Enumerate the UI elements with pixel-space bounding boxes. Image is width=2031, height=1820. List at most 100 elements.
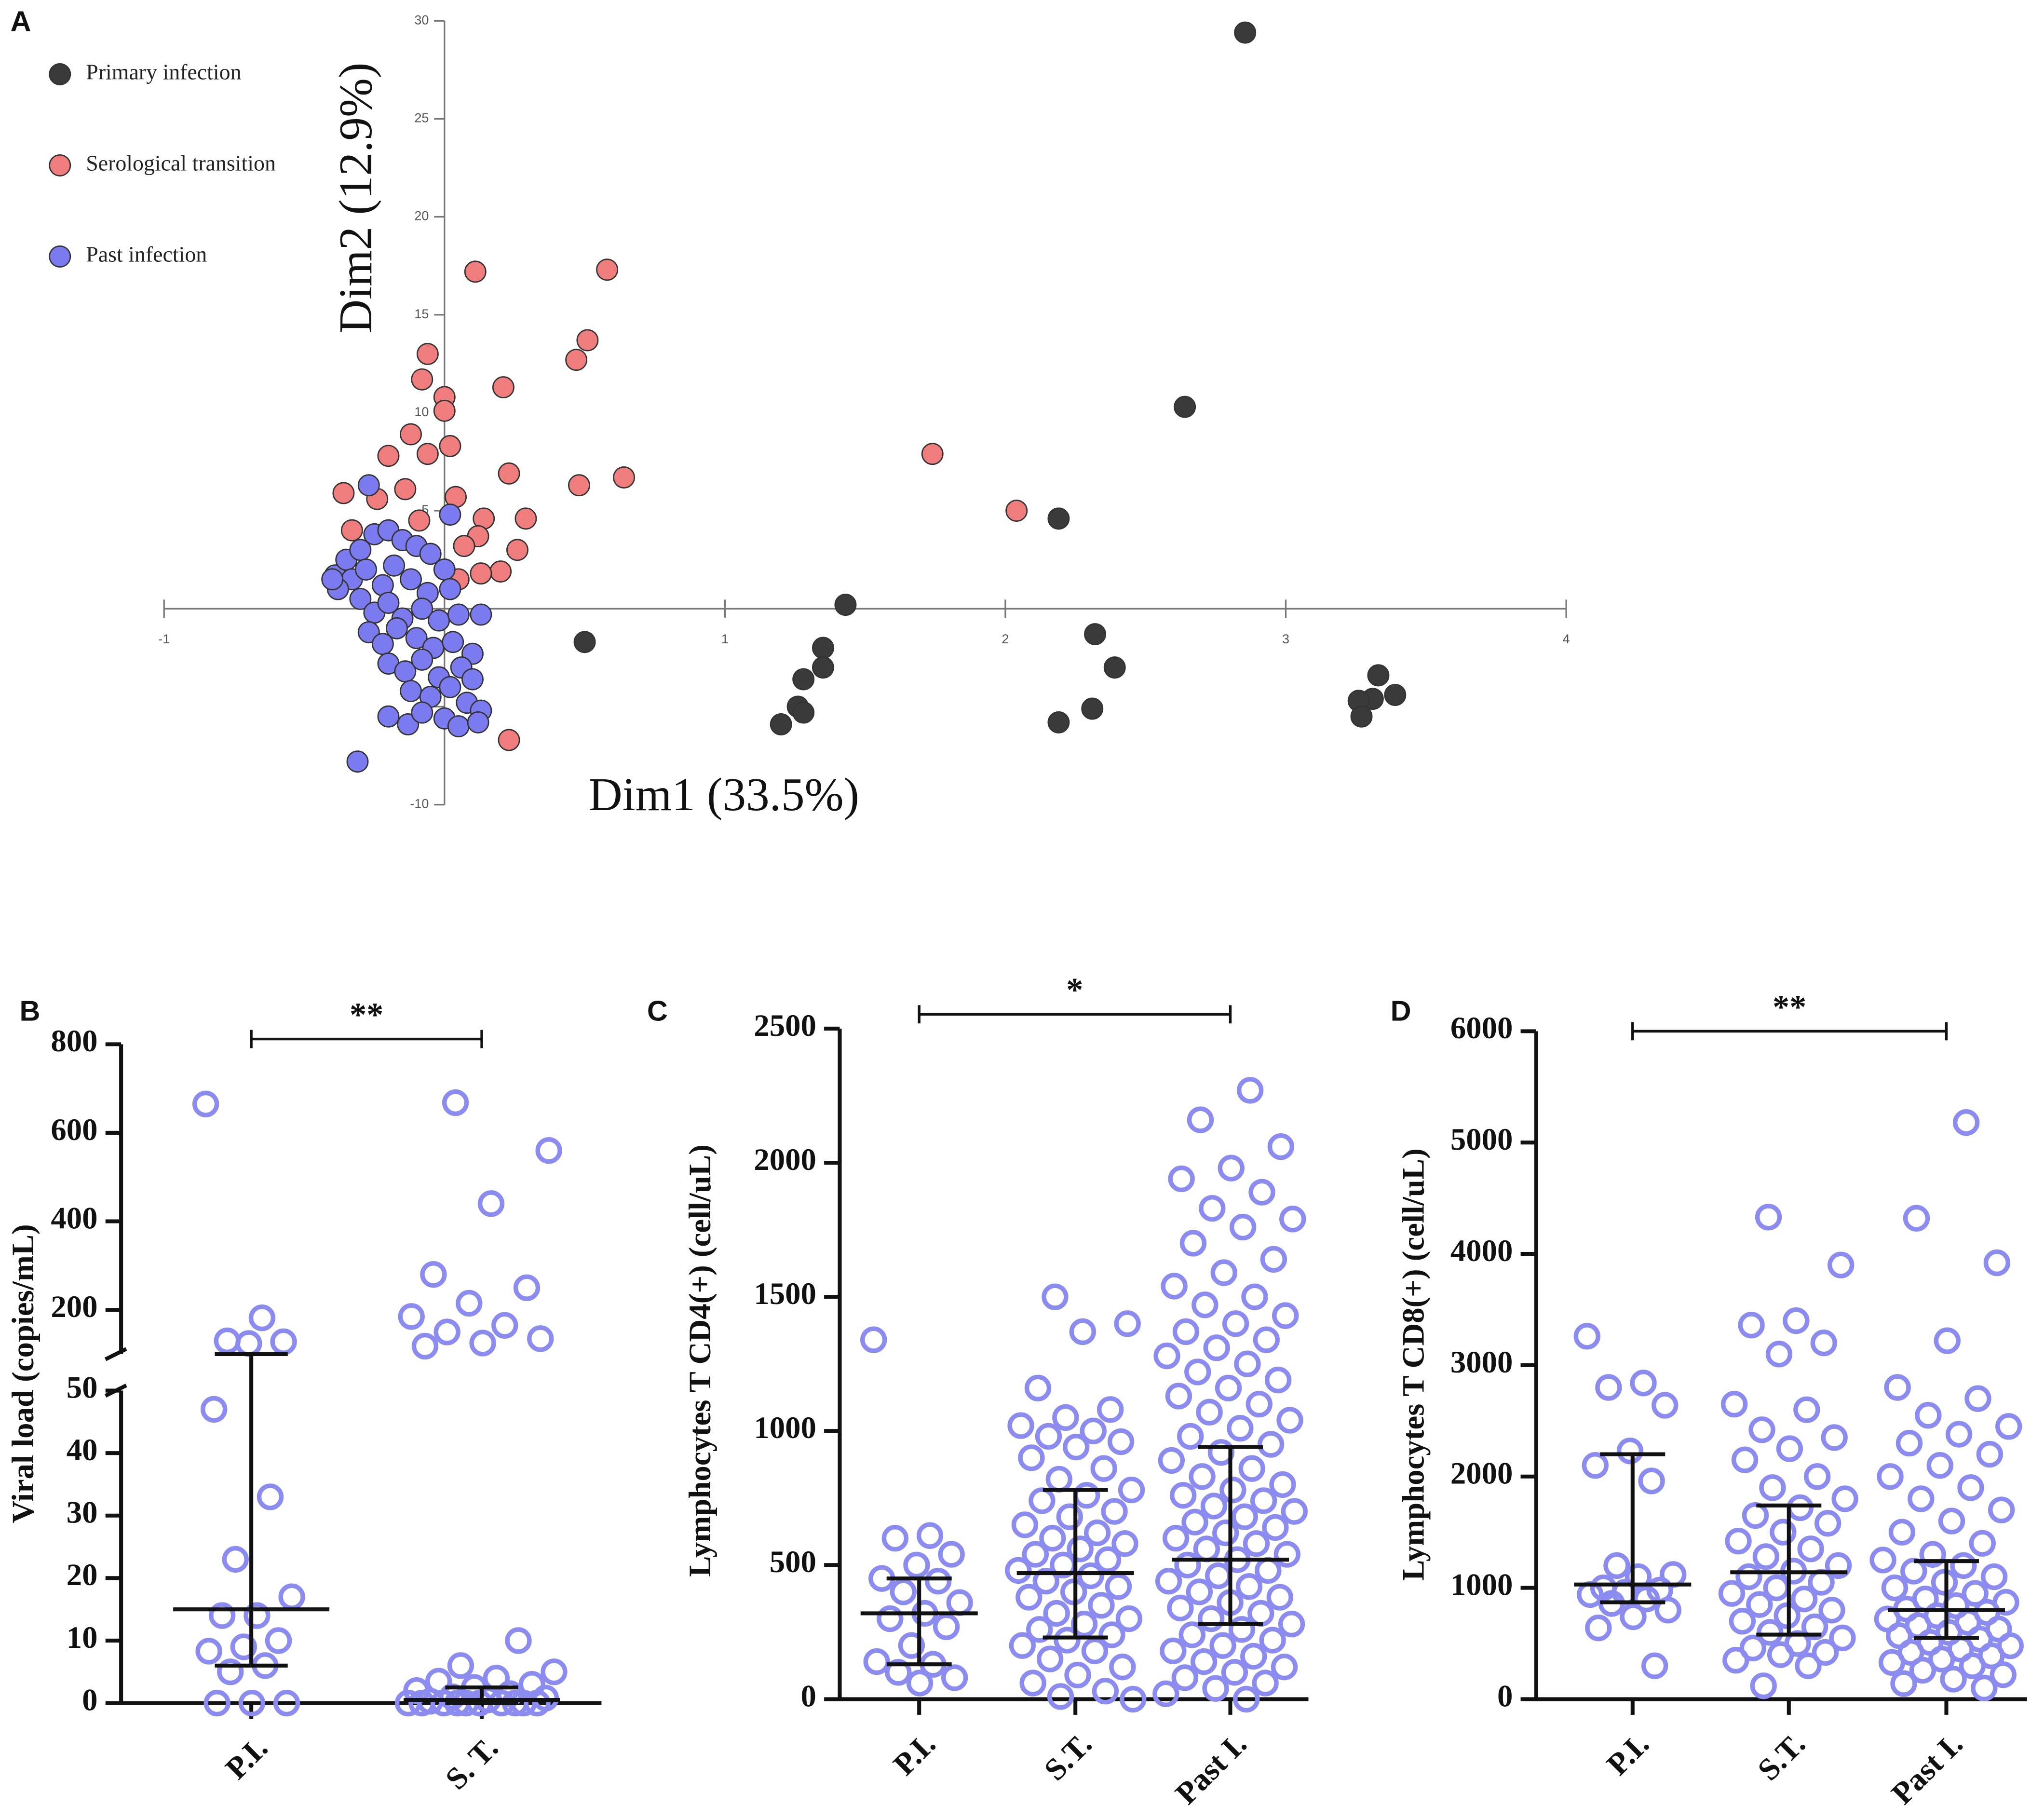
point	[1350, 705, 1373, 728]
point	[1971, 1674, 1998, 1702]
point	[1969, 1530, 1996, 1557]
point	[385, 617, 408, 639]
point	[1233, 1685, 1260, 1713]
point	[498, 729, 520, 751]
point	[447, 603, 470, 626]
point	[1269, 1471, 1296, 1498]
point	[1218, 1154, 1245, 1182]
point	[1070, 1611, 1098, 1638]
point	[1945, 1421, 1973, 1448]
panel-letter: C	[647, 994, 668, 1027]
point	[377, 445, 400, 467]
point	[408, 1689, 435, 1717]
x-tick-label: S.T.	[1751, 1726, 1812, 1787]
point	[442, 631, 464, 653]
point	[1047, 1683, 1074, 1710]
point	[1812, 1639, 1839, 1666]
point	[257, 1483, 284, 1510]
point	[506, 539, 528, 561]
point	[1155, 1568, 1182, 1595]
point	[439, 503, 461, 526]
point	[1177, 1423, 1204, 1450]
point	[1652, 1392, 1679, 1419]
x-tick-label: 1	[721, 632, 729, 646]
point	[1219, 1476, 1246, 1504]
point	[1005, 500, 1028, 522]
point	[1271, 1654, 1298, 1681]
point	[1896, 1429, 1923, 1457]
point	[248, 1304, 276, 1331]
point	[1042, 1283, 1069, 1310]
point	[1746, 1591, 1773, 1618]
point	[898, 1632, 925, 1659]
point	[411, 648, 433, 671]
point	[203, 1689, 230, 1717]
point	[596, 258, 619, 281]
point	[1114, 1310, 1141, 1337]
point	[1094, 1546, 1122, 1573]
point	[195, 1638, 222, 1665]
point	[1186, 1578, 1213, 1605]
point	[1238, 1455, 1265, 1482]
x-tick-label: P.I.	[1600, 1726, 1655, 1782]
point	[192, 1090, 219, 1117]
point	[1988, 1496, 2015, 1523]
point	[1276, 1407, 1303, 1434]
point	[1198, 1605, 1225, 1632]
point	[1181, 1508, 1208, 1536]
point	[1036, 1645, 1064, 1672]
y-tick-label: 30	[67, 1495, 98, 1530]
point	[1160, 1637, 1187, 1665]
point	[340, 519, 363, 542]
point	[1748, 1416, 1775, 1443]
point	[1281, 1498, 1308, 1525]
point	[1115, 1605, 1143, 1632]
point	[1603, 1552, 1630, 1579]
point	[938, 1541, 965, 1568]
point	[1026, 1616, 1053, 1643]
point	[411, 701, 433, 724]
point	[1097, 1396, 1124, 1423]
point	[1153, 1342, 1180, 1370]
point	[1950, 1552, 1977, 1579]
point	[903, 1551, 930, 1579]
point	[792, 668, 815, 691]
point	[1080, 1417, 1107, 1444]
point	[383, 554, 406, 577]
y-tick-label: 600	[51, 1113, 97, 1147]
point	[1928, 1645, 1955, 1673]
panel-letter: D	[1391, 994, 1411, 1027]
point	[573, 631, 596, 653]
point	[1814, 1510, 1841, 1537]
point	[1720, 1391, 1748, 1418]
point	[1018, 1444, 1045, 1471]
point	[1266, 1584, 1293, 1611]
point	[1252, 1670, 1279, 1697]
point	[405, 627, 428, 650]
point	[1869, 1547, 1896, 1574]
y-tick-label: 1000	[1450, 1567, 1513, 1602]
point	[1909, 1657, 1936, 1684]
point	[1903, 1205, 1930, 1232]
point	[1229, 1213, 1257, 1241]
y-tick-label: 20	[414, 209, 429, 223]
point	[1073, 1482, 1100, 1509]
point	[1081, 697, 1104, 720]
point	[1193, 1535, 1220, 1562]
point	[1032, 1568, 1059, 1595]
point	[332, 482, 355, 504]
point	[1083, 1519, 1111, 1547]
point	[770, 713, 792, 735]
point	[1718, 1580, 1746, 1607]
point	[1221, 1659, 1248, 1686]
y-tick-label: 20	[67, 1558, 98, 1592]
point	[270, 1328, 297, 1355]
legend-label: Serological transition	[86, 150, 276, 175]
point	[461, 668, 484, 691]
y-tick-label: 2000	[1450, 1456, 1513, 1491]
y-tick-label: 6000	[1450, 1011, 1513, 1046]
significance-label: *	[1066, 971, 1083, 1009]
legend-label: Primary infection	[86, 59, 241, 84]
point	[834, 594, 857, 616]
